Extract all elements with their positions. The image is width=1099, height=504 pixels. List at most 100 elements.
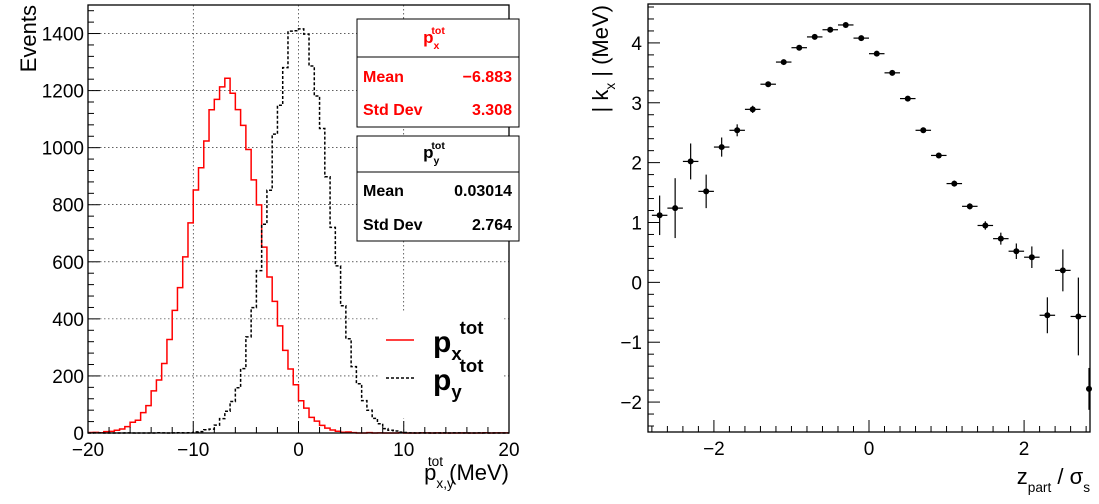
legend-label-px: pxtot — [433, 317, 483, 364]
stats-box-py-mean-value: 0.03014 — [454, 183, 512, 200]
legend-background — [378, 312, 504, 418]
stats-box-px-frame — [356, 18, 520, 128]
data-point — [806, 33, 823, 40]
data-point — [1039, 297, 1056, 334]
right-y-tick-label: 0 — [631, 273, 642, 294]
data-point — [651, 195, 668, 236]
point-marker — [1044, 312, 1051, 319]
left-x-tick-label: −10 — [177, 440, 209, 461]
right-y-tick-label: 1 — [631, 213, 642, 234]
data-point — [962, 203, 978, 210]
stats-box-px-title: pxtot — [423, 25, 445, 52]
point-marker — [842, 21, 849, 28]
point-marker — [1086, 385, 1092, 392]
left-x-tick-label: 20 — [498, 440, 519, 461]
point-marker — [780, 59, 787, 66]
right-x-tick-label: −2 — [703, 439, 725, 460]
legend-label-py: pytot — [433, 355, 483, 402]
point-marker — [951, 180, 958, 187]
left-y-tick-label: 200 — [52, 367, 84, 388]
right-y-axis-title: | kx | (MeV) — [588, 5, 618, 112]
data-point — [900, 95, 916, 102]
right-x-tick-label: 2 — [1019, 439, 1030, 460]
point-marker — [718, 144, 725, 151]
left-y-tick-label: 0 — [73, 424, 84, 445]
left-y-tick-label: 1200 — [42, 82, 84, 103]
point-marker — [889, 69, 896, 76]
point-marker — [703, 188, 710, 195]
left-x-axis-title-main: p — [424, 460, 436, 485]
stats-box-px-mean-label: Mean — [363, 69, 404, 86]
data-point — [760, 81, 776, 88]
data-point — [1024, 246, 1040, 268]
data-point — [1008, 243, 1025, 260]
point-marker — [811, 33, 818, 40]
data-point — [775, 59, 792, 66]
data-point — [791, 44, 807, 51]
right-y-tick-label: −2 — [620, 393, 642, 414]
data-point — [946, 180, 963, 187]
stats-box-py-mean-label: Mean — [363, 183, 404, 200]
left-x-axis-title: px,y tot (MeV) — [424, 454, 509, 491]
point-marker — [749, 106, 756, 113]
point-marker — [687, 158, 694, 165]
point-marker — [920, 127, 927, 134]
data-point — [667, 178, 683, 239]
stats-box-py-std-value: 2.764 — [472, 217, 512, 234]
data-point — [837, 21, 854, 28]
stats-box-px-mean-value: −6.883 — [463, 69, 512, 86]
data-point — [915, 127, 932, 134]
point-marker — [1075, 313, 1082, 320]
point-marker — [935, 152, 942, 159]
data-point — [884, 69, 901, 76]
left-y-tick-label: 1400 — [42, 25, 84, 46]
stats-box-py-std-label: Std Dev — [363, 217, 423, 234]
left-x-tick-label: 0 — [293, 440, 304, 461]
data-point — [977, 221, 994, 230]
data-point — [744, 105, 761, 113]
data-point — [698, 174, 714, 209]
left-x-axis-title-unit: (MeV) — [443, 460, 509, 485]
data-point — [931, 152, 947, 159]
left-y-tick-label: 600 — [52, 253, 84, 274]
point-marker — [858, 35, 865, 42]
stats-box-px-std-value: 3.308 — [472, 102, 512, 119]
data-point — [1055, 249, 1071, 292]
right-y-tick-label: 2 — [631, 154, 642, 175]
stats-box-px-std-label: Std Dev — [363, 102, 423, 119]
stats-box-py-frame — [356, 135, 520, 242]
data-point — [729, 124, 745, 137]
left-y-tick-label: 800 — [52, 196, 84, 217]
left-y-tick-label: 1000 — [42, 139, 84, 160]
profile-panel: −2 0 2 −2 −1 0 1 2 3 4 | kx | (MeV) zpart / σs — [588, 3, 1092, 495]
point-marker — [966, 203, 973, 210]
right-y-tick-label: −1 — [620, 333, 642, 354]
left-y-tick-label: 400 — [52, 310, 84, 331]
point-marker — [827, 26, 834, 33]
stats-box-py: pytot Mean 0.03014 Std Dev 2.764 — [356, 135, 520, 242]
right-x-tick-label: 0 — [864, 439, 875, 460]
point-marker — [873, 50, 880, 57]
data-point — [713, 137, 730, 157]
data-point — [1070, 277, 1087, 356]
left-y-axis-title: Events — [16, 5, 41, 72]
point-marker — [982, 222, 989, 229]
point-marker — [656, 212, 663, 219]
point-marker — [734, 127, 741, 134]
right-ticks: −2 0 2 −2 −1 0 1 2 3 4 — [620, 6, 1087, 460]
left-x-axis-title-sup: tot — [428, 454, 443, 469]
data-point — [993, 232, 1009, 245]
data-point — [853, 35, 869, 42]
point-marker — [1013, 248, 1020, 255]
right-y-tick-label: 4 — [631, 34, 642, 55]
data-point — [682, 143, 699, 180]
data-point — [869, 50, 885, 57]
data-point — [1086, 367, 1092, 410]
point-marker — [1028, 254, 1035, 261]
point-marker — [796, 44, 803, 51]
legend: pxtot pytot — [378, 312, 504, 418]
